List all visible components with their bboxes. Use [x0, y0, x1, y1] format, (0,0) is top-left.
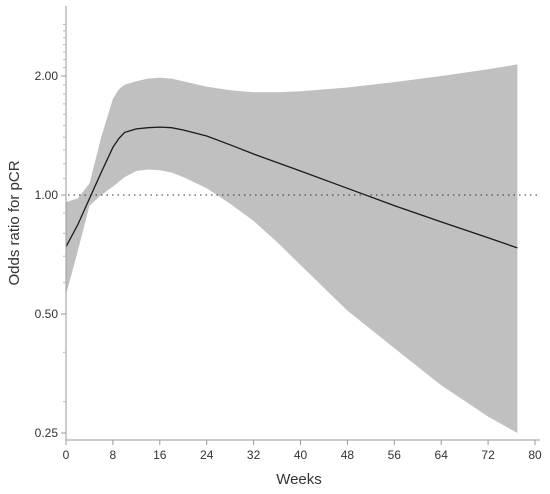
y-tick-label: 0.50: [35, 307, 59, 321]
x-tick-label: 32: [247, 448, 261, 462]
y-tick-label: 1.00: [35, 188, 59, 202]
x-axis-title: Weeks: [276, 471, 322, 488]
x-tick-label: 0: [63, 448, 70, 462]
x-tick-label: 16: [153, 448, 167, 462]
x-tick-label: 8: [110, 448, 117, 462]
estimate-line: [65, 126, 518, 249]
y-axis-title: Odds ratio for pCR: [6, 160, 23, 285]
y-tick-label: 2.00: [35, 69, 59, 83]
y-tick-label: 0.25: [35, 426, 59, 440]
confidence-band: [66, 64, 518, 434]
x-tick-label: 24: [200, 448, 214, 462]
x-tick-label: 72: [481, 448, 495, 462]
x-tick-label: 64: [435, 448, 449, 462]
x-tick-label: 48: [341, 448, 355, 462]
x-tick-label: 80: [528, 448, 542, 462]
x-tick-label: 40: [294, 448, 308, 462]
x-tick-label: 56: [388, 448, 402, 462]
